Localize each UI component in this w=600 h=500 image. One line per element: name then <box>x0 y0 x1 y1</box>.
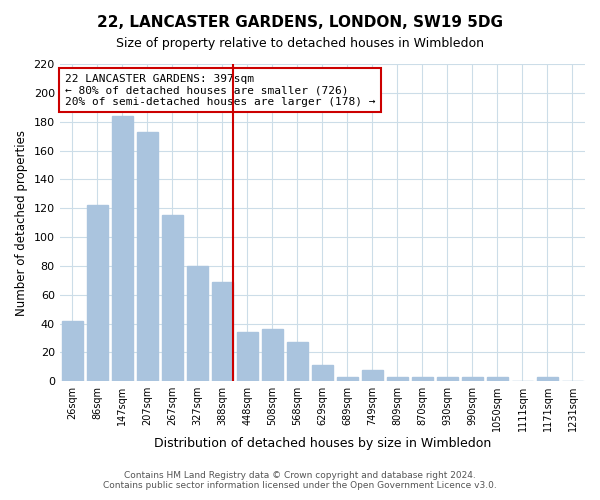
X-axis label: Distribution of detached houses by size in Wimbledon: Distribution of detached houses by size … <box>154 437 491 450</box>
Bar <box>62 320 83 381</box>
Bar <box>86 206 108 381</box>
Bar <box>362 370 383 381</box>
Bar <box>137 132 158 381</box>
Text: 22 LANCASTER GARDENS: 397sqm
← 80% of detached houses are smaller (726)
20% of s: 22 LANCASTER GARDENS: 397sqm ← 80% of de… <box>65 74 376 106</box>
Bar <box>337 377 358 381</box>
Text: 22, LANCASTER GARDENS, LONDON, SW19 5DG: 22, LANCASTER GARDENS, LONDON, SW19 5DG <box>97 15 503 30</box>
Bar <box>437 377 458 381</box>
Bar <box>412 377 433 381</box>
Bar <box>236 332 258 381</box>
Bar <box>487 377 508 381</box>
Bar <box>537 377 558 381</box>
Bar <box>387 377 408 381</box>
Y-axis label: Number of detached properties: Number of detached properties <box>15 130 28 316</box>
Bar <box>212 282 233 381</box>
Bar <box>312 366 333 381</box>
Bar <box>262 330 283 381</box>
Bar <box>462 377 483 381</box>
Bar <box>187 266 208 381</box>
Bar <box>287 342 308 381</box>
Text: Contains HM Land Registry data © Crown copyright and database right 2024.
Contai: Contains HM Land Registry data © Crown c… <box>103 470 497 490</box>
Bar <box>112 116 133 381</box>
Text: Size of property relative to detached houses in Wimbledon: Size of property relative to detached ho… <box>116 38 484 51</box>
Bar <box>161 216 183 381</box>
